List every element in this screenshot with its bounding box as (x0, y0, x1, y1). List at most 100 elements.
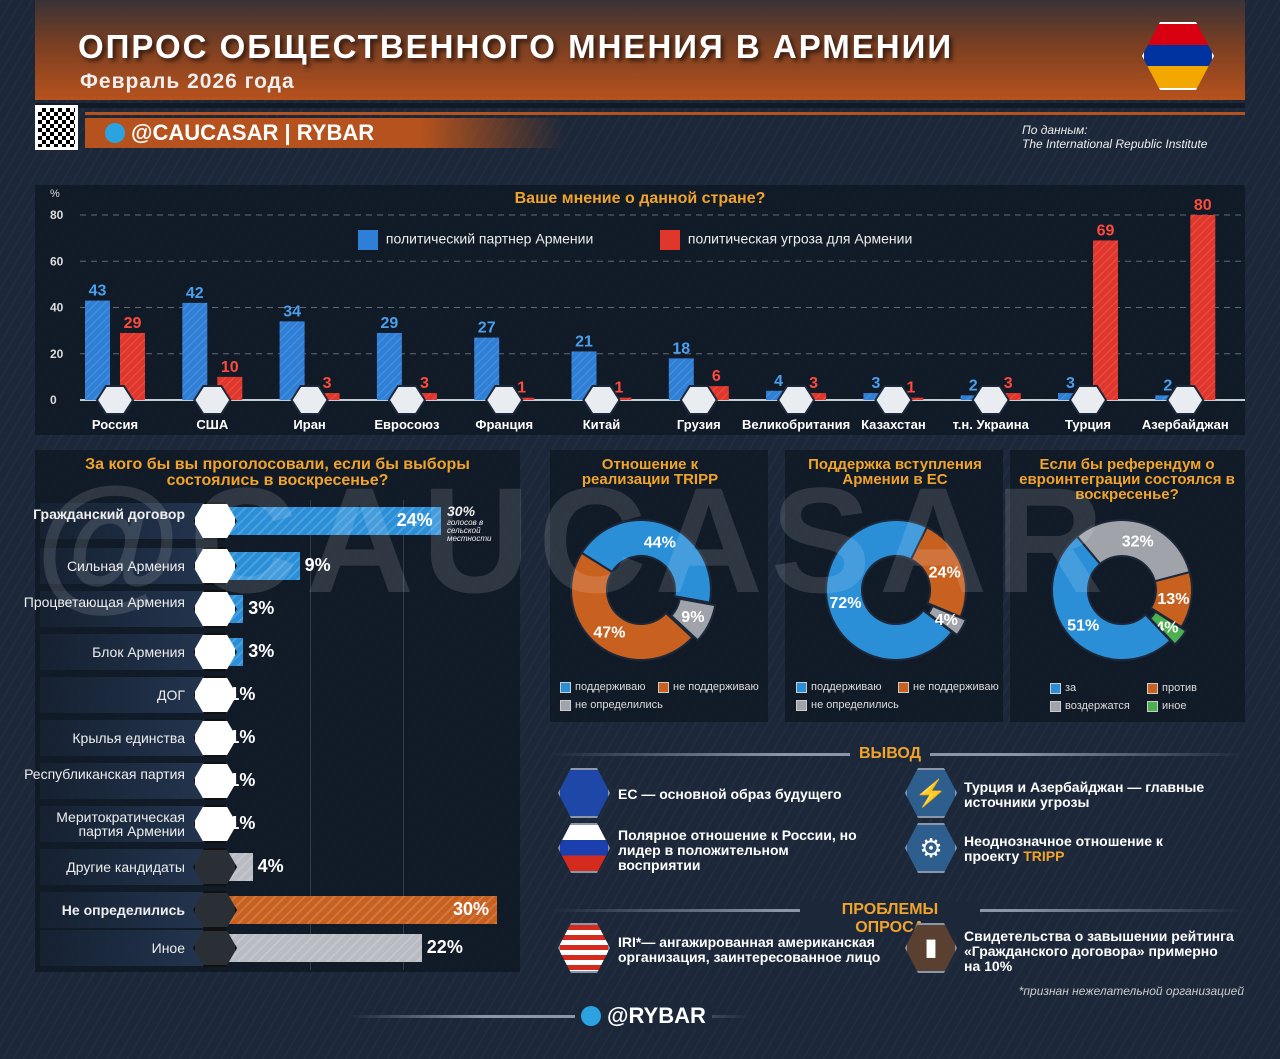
conclusion-item: Полярное отношение к России, но лидер в … (618, 827, 857, 873)
bar-value-label: 21 (575, 333, 593, 350)
bar-value-label: 3 (1066, 375, 1075, 392)
gridline (403, 500, 404, 970)
bar-value-label: 4 (774, 373, 783, 390)
y-axis-unit: % (50, 188, 60, 200)
legend-label: поддерживаю (811, 681, 882, 693)
bar-value-label: 18 (672, 340, 690, 357)
donut-value-label: 72% (829, 595, 861, 612)
vote-value-label: 1% (229, 770, 256, 790)
bar-value-label: 3 (871, 375, 880, 392)
row-background (40, 591, 215, 627)
donut-value-label: 32% (1122, 533, 1154, 550)
legend-swatch (1147, 682, 1158, 694)
donut-legend-item: поддерживаю (560, 681, 646, 693)
brand-bar: @CAUCASAR | RYBAR (85, 118, 565, 148)
bar-hatch (85, 300, 110, 400)
legend-label: политический партнер Армении (385, 230, 594, 247)
tripp-highlight: TRIPP (1023, 848, 1065, 864)
donut-segment (825, 519, 954, 661)
country-flag-icon (485, 385, 524, 415)
legend-label: воздержатся (1065, 700, 1130, 712)
vote-value-label: 1% (229, 684, 256, 704)
category-label: Россия (92, 417, 138, 432)
party-label: Республиканская партия (24, 766, 185, 782)
footnote: *признан нежелательной организацией (1018, 984, 1244, 998)
country-opinion-chart: 0204060804329Россия4210США343Иран293Евро… (50, 197, 1245, 432)
bar-hatch (411, 393, 437, 400)
tripp-title: Отношение к реализации TRIPP (581, 456, 719, 488)
donut-value-label: 47% (593, 624, 625, 641)
donut-segment (1075, 519, 1191, 583)
legend-swatch (560, 699, 571, 711)
russia-flag-icon (558, 823, 610, 873)
legend-label: не поддерживаю (673, 681, 759, 693)
bar-value-label: 69 (1097, 222, 1115, 239)
bar-hatch (801, 393, 827, 400)
category-label: Евросоюз (374, 417, 440, 432)
divider (350, 1015, 750, 1018)
row-background (40, 849, 215, 885)
donut-legend-item: не поддерживаю (898, 681, 999, 693)
usa-flag-icon (558, 923, 610, 973)
country-flag-icon (95, 385, 135, 415)
legend-swatch (898, 681, 909, 693)
donut-legend-item: за (1050, 682, 1076, 694)
row-background (40, 930, 215, 966)
category-label: Грузия (677, 417, 721, 432)
legend-swatch (358, 230, 378, 250)
donut-legend-item: против (1147, 682, 1197, 694)
vote-bar (215, 934, 422, 962)
donut-segment (926, 604, 968, 637)
donut-charts: 44%9%47%72%24%4%32%13%4%51% (570, 519, 1193, 661)
party-label: Не определились (61, 902, 185, 918)
vote-value-label: 4% (257, 856, 284, 876)
donut-legend-item: не определились (560, 699, 663, 711)
donut-legend-item: иное (1147, 700, 1186, 712)
bar-value-label: 29 (381, 315, 399, 332)
donut-segment (1051, 534, 1172, 661)
party-label: Другие кандидаты (66, 859, 185, 875)
party-label: Крылья единства (72, 730, 185, 746)
bar-value-label: 10 (221, 359, 239, 376)
legend-label: не определились (575, 699, 663, 711)
donut-segment (669, 597, 717, 642)
bar-value-label: 1 (906, 380, 915, 397)
legend-swatch (658, 681, 669, 693)
bar-value-label: 43 (89, 283, 107, 300)
eu-title: Поддержка вступления Армении в ЕС (808, 456, 982, 488)
bar-value-label: 1 (615, 380, 624, 397)
country-flag-icon (1166, 385, 1205, 415)
row-background (40, 677, 215, 713)
category-label: Китай (583, 417, 621, 432)
category-label: Великобритания (742, 417, 850, 432)
vote-chart-title: За кого бы вы проголосовали, если бы выб… (85, 456, 470, 489)
bar-hatch (863, 393, 889, 400)
source: По данным: The International Republic Ins… (1022, 123, 1207, 151)
row-background (40, 806, 215, 842)
source-label: По данным: (1022, 123, 1088, 137)
y-tick-label: 60 (50, 254, 64, 268)
legend-swatch (560, 681, 571, 693)
donut-legend-item: не определились (796, 699, 899, 711)
category-label: Турция (1065, 417, 1111, 432)
donut-segment (909, 525, 967, 619)
country-flag-icon (193, 385, 232, 415)
donut-value-label: 24% (929, 565, 961, 582)
rural-annotation: 30% голосов в сельской местности (447, 503, 507, 543)
footer-brand-label: @RYBAR (607, 1003, 706, 1028)
bar-chart-icon: ▮ (905, 923, 957, 973)
divider (35, 103, 1245, 108)
problems-heading: ПРОБЛЕМЫ ОПРОСА (800, 901, 980, 937)
vote-value-label: 3% (248, 641, 275, 661)
page-subtitle: Февраль 2026 года (80, 70, 295, 93)
row-background (40, 634, 215, 670)
vote-value-label: 9% (304, 555, 331, 575)
donut-segment (570, 551, 694, 661)
y-tick-label: 80 (50, 208, 64, 222)
gridline (310, 500, 311, 970)
bar-value-label: 1 (517, 380, 526, 397)
legend-swatch (1050, 700, 1061, 712)
bar-value-label: 3 (809, 375, 818, 392)
donut-legend-item: поддерживаю (796, 681, 882, 693)
category-label: Казахстан (861, 417, 926, 432)
